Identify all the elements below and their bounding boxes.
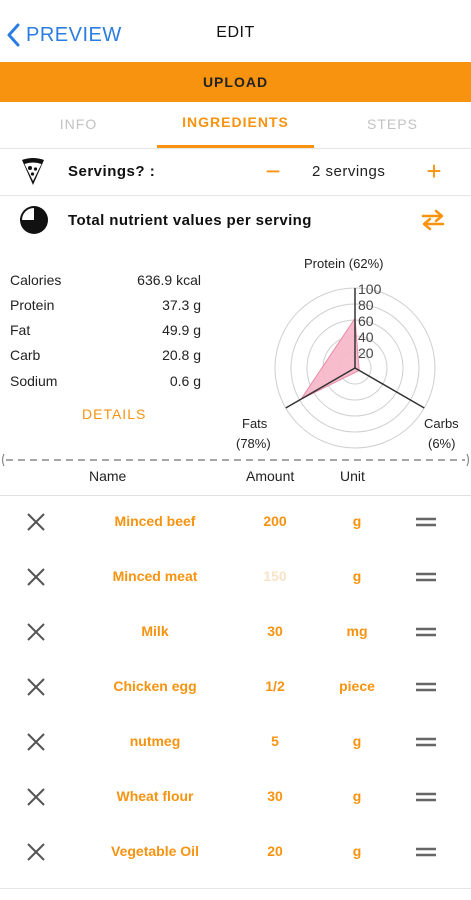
ingredient-amount[interactable]: 20 bbox=[267, 843, 283, 859]
ingredient-unit[interactable]: g bbox=[352, 568, 362, 584]
decrease-servings-button[interactable]: − bbox=[265, 156, 281, 186]
nutrient-label-protein: Protein bbox=[10, 297, 55, 313]
nutrient-label-carb: Carb bbox=[10, 347, 41, 363]
ingredient-name[interactable]: Wheat flour bbox=[116, 788, 194, 804]
chevron-left-icon bbox=[7, 23, 20, 47]
column-header-name: Name bbox=[89, 468, 127, 484]
ingredient-amount[interactable]: 5 bbox=[271, 733, 279, 749]
drag-handle-icon[interactable] bbox=[414, 624, 438, 640]
servings-row: Servings? : − 2 servings + bbox=[0, 149, 471, 196]
ingredient-unit[interactable]: g bbox=[352, 513, 362, 529]
remove-ingredient-icon[interactable] bbox=[24, 785, 48, 809]
ingredient-name[interactable]: Minced meat bbox=[112, 568, 198, 584]
details-link[interactable]: DETAILS bbox=[82, 406, 147, 422]
header-divider bbox=[0, 495, 471, 496]
ingredient-row: nutmeg 5 g bbox=[0, 716, 471, 771]
column-header-amount: Amount bbox=[246, 468, 295, 484]
tab-info[interactable]: INFO bbox=[59, 116, 98, 132]
nutrient-title: Total nutrient values per serving bbox=[68, 212, 312, 229]
radar-data-area bbox=[299, 316, 360, 401]
nutrient-value-fat: 49.9 g bbox=[162, 322, 201, 338]
ingredient-amount[interactable]: 1/2 bbox=[265, 678, 285, 694]
ingredient-name[interactable]: nutmeg bbox=[129, 733, 181, 749]
increase-servings-button[interactable]: + bbox=[426, 156, 442, 186]
ingredient-row: Minced beef 200 g bbox=[0, 496, 471, 551]
page-title: EDIT bbox=[216, 24, 255, 41]
tab-bar: INFO INGREDIENTS STEPS bbox=[0, 102, 471, 149]
ingredient-row: Minced meat 150 g bbox=[0, 551, 471, 606]
drag-handle-icon[interactable] bbox=[414, 844, 438, 860]
remove-ingredient-icon[interactable] bbox=[24, 730, 48, 754]
radar-axis-label-carbs-value: (6%) bbox=[428, 436, 456, 451]
radar-tick-label: 20 bbox=[358, 345, 374, 361]
section-divider bbox=[1, 453, 470, 467]
tab-ingredients[interactable]: INGREDIENTS bbox=[157, 102, 314, 148]
tab-steps[interactable]: STEPS bbox=[367, 116, 418, 132]
ingredient-unit[interactable]: g bbox=[352, 733, 362, 749]
top-nav: PREVIEW EDIT bbox=[0, 0, 471, 62]
swap-arrows-icon[interactable] bbox=[420, 208, 446, 232]
ingredient-amount[interactable]: 200 bbox=[263, 513, 287, 529]
remove-ingredient-icon[interactable] bbox=[24, 840, 48, 864]
ingredient-row: Milk 30 mg bbox=[0, 606, 471, 661]
servings-value: 2 servings bbox=[312, 163, 386, 180]
list-bottom-divider bbox=[0, 888, 471, 889]
radar-axis-line bbox=[285, 367, 356, 409]
radar-axis-label-protein: Protein (62%) bbox=[304, 256, 384, 271]
radar-tick-label: 40 bbox=[358, 329, 374, 345]
ingredient-row: Wheat flour 30 g bbox=[0, 771, 471, 826]
nutrient-value-sodium: 0.6 g bbox=[169, 373, 201, 389]
remove-ingredient-icon[interactable] bbox=[24, 620, 48, 644]
ingredient-name[interactable]: Vegetable Oil bbox=[111, 843, 199, 859]
remove-ingredient-icon[interactable] bbox=[24, 510, 48, 534]
back-label: PREVIEW bbox=[26, 23, 122, 46]
radar-axis-line bbox=[354, 367, 425, 409]
column-header-unit: Unit bbox=[340, 468, 365, 484]
ingredient-unit[interactable]: piece bbox=[339, 678, 375, 694]
drag-handle-icon[interactable] bbox=[414, 789, 438, 805]
radar-tick-label: 100 bbox=[358, 281, 382, 297]
upload-button[interactable]: UPLOAD bbox=[0, 62, 471, 102]
ingredient-row: Vegetable Oil 20 g bbox=[0, 826, 471, 881]
ingredient-amount[interactable]: 30 bbox=[267, 788, 283, 804]
ingredient-unit[interactable]: g bbox=[352, 843, 362, 859]
radar-tick-label: 60 bbox=[358, 313, 374, 329]
ingredient-amount[interactable]: 30 bbox=[267, 623, 283, 639]
drag-handle-icon[interactable] bbox=[414, 734, 438, 750]
nutrient-value-protein: 37.3 g bbox=[162, 297, 201, 313]
drag-handle-icon[interactable] bbox=[414, 679, 438, 695]
radar-tick-label: 80 bbox=[358, 297, 374, 313]
ingredient-amount[interactable]: 150 bbox=[263, 568, 287, 584]
nutrient-label-fat: Fat bbox=[10, 322, 31, 338]
remove-ingredient-icon[interactable] bbox=[24, 565, 48, 589]
ingredient-row: Chicken egg 1/2 piece bbox=[0, 661, 471, 716]
ingredient-name[interactable]: Milk bbox=[141, 623, 169, 639]
ingredient-name[interactable]: Chicken egg bbox=[113, 678, 197, 694]
back-button[interactable]: PREVIEW bbox=[6, 18, 122, 52]
drag-handle-icon[interactable] bbox=[414, 569, 438, 585]
pizza-slice-icon bbox=[22, 158, 44, 185]
nutrient-value-calories: 636.9 kcal bbox=[137, 272, 201, 288]
ingredient-unit[interactable]: mg bbox=[346, 623, 368, 639]
servings-label: Servings? : bbox=[68, 163, 156, 180]
nutrient-label-sodium: Sodium bbox=[10, 373, 58, 389]
pie-chart-icon bbox=[20, 206, 48, 234]
radar-axis-label-carbs-name: Carbs bbox=[424, 416, 459, 431]
drag-handle-icon[interactable] bbox=[414, 514, 438, 530]
ingredient-name[interactable]: Minced beef bbox=[114, 513, 196, 529]
nutrient-label-calories: Calories bbox=[10, 272, 62, 288]
nutrient-value-carb: 20.8 g bbox=[162, 347, 201, 363]
radar-axis-label-fats-name: Fats bbox=[242, 416, 268, 431]
remove-ingredient-icon[interactable] bbox=[24, 675, 48, 699]
ingredient-unit[interactable]: g bbox=[352, 788, 362, 804]
radar-axis-label-fats-value: (78%) bbox=[236, 436, 271, 451]
nutrient-header: Total nutrient values per serving bbox=[0, 196, 471, 244]
